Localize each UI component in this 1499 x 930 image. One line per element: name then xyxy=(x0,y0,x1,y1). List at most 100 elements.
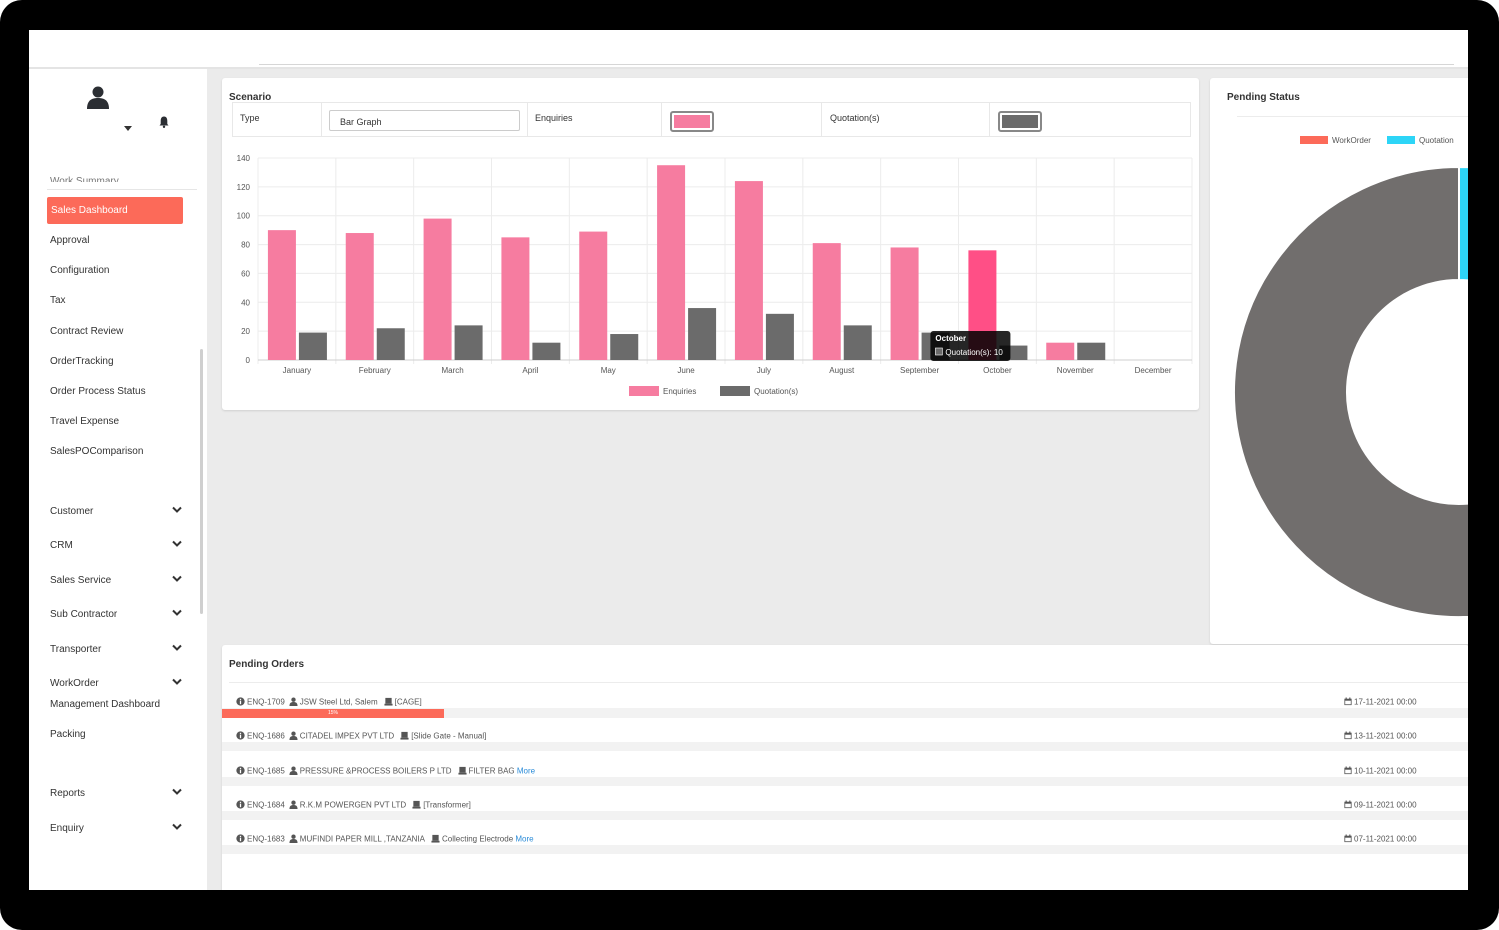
chevron-down-icon xyxy=(172,609,182,616)
x-tick-label: June xyxy=(677,366,695,375)
info-icon xyxy=(236,697,245,708)
chart-tooltip-title: October xyxy=(935,334,966,343)
sidebar: Work Summary Sales Dashboard Approval Co… xyxy=(29,69,207,890)
info-icon xyxy=(236,834,245,845)
quotation-color-picker[interactable] xyxy=(998,111,1042,132)
sidebar-item-contract-review[interactable]: Contract Review xyxy=(50,326,124,337)
order-id[interactable]: ENQ-1685 xyxy=(247,766,285,776)
info-icon xyxy=(236,765,245,777)
sidebar-group-reports[interactable]: Reports xyxy=(50,788,182,799)
order-date-text: 10-11-2021 00:00 xyxy=(1354,766,1417,776)
sidebar-item-salespocomparison[interactable]: SalesPOComparison xyxy=(50,446,144,457)
sidebar-divider xyxy=(47,189,197,190)
user-avatar-icon[interactable] xyxy=(86,85,110,109)
x-tick-label: August xyxy=(829,366,855,375)
app-screen: Work Summary Sales Dashboard Approval Co… xyxy=(29,30,1468,890)
sidebar-group-sub-contractor[interactable]: Sub Contractor xyxy=(50,609,182,620)
order-item: FILTER BAG xyxy=(468,766,515,776)
calendar-icon xyxy=(1344,800,1352,811)
x-tick-label: April xyxy=(522,366,538,375)
x-tick-label: January xyxy=(283,366,311,375)
sidebar-item-tax[interactable]: Tax xyxy=(50,295,66,306)
top-bar xyxy=(29,30,1468,68)
order-row[interactable]: ENQ-1709 JSW Steel Ltd, Salem [CAGE] xyxy=(236,697,422,708)
order-row[interactable]: ENQ-1686 CITADEL IMPEX PVT LTD [Slide Gate… xyxy=(236,731,486,742)
bar-enquiries-august xyxy=(812,243,841,360)
info-icon xyxy=(236,800,245,811)
user-icon xyxy=(289,697,298,708)
legend-swatch xyxy=(720,386,750,396)
sidebar-item-packing[interactable]: Packing xyxy=(50,729,86,740)
x-tick-label: May xyxy=(601,366,616,375)
user-icon xyxy=(289,731,298,742)
chevron-down-icon xyxy=(172,506,182,513)
user-menu-caret-icon[interactable] xyxy=(124,126,132,131)
sidebar-item-approval[interactable]: Approval xyxy=(50,235,90,246)
order-date: 09-11-2021 00:00 xyxy=(1344,800,1417,811)
order-id[interactable]: ENQ-1686 xyxy=(247,731,285,741)
sidebar-group-customer[interactable]: Customer xyxy=(50,506,182,517)
notification-bell-icon[interactable] xyxy=(159,116,169,128)
order-date-text: 17-11-2021 00:00 xyxy=(1354,697,1417,707)
sidebar-group-workorder[interactable]: WorkOrder xyxy=(50,678,182,689)
order-progress-label: 15% xyxy=(327,710,338,716)
chevron-down-icon xyxy=(172,788,182,795)
user-icon xyxy=(289,834,298,845)
sidebar-item-management-dashboard[interactable]: Management Dashboard xyxy=(50,699,161,710)
sidebar-group-enquiry[interactable]: Enquiry xyxy=(50,823,182,834)
order-date: 10-11-2021 00:00 xyxy=(1344,766,1417,777)
sidebar-group-label: Enquiry xyxy=(50,823,84,834)
sidebar-item-travel-expense[interactable]: Travel Expense xyxy=(50,416,120,427)
x-tick-label: December xyxy=(1135,366,1172,375)
sidebar-item-order-process-status[interactable]: Order Process Status xyxy=(50,386,146,397)
pending-orders-divider xyxy=(229,682,1468,683)
scenario-controls xyxy=(232,102,1191,137)
bar-enquiries-november xyxy=(1046,342,1075,360)
sidebar-group-crm[interactable]: CRM xyxy=(50,540,182,551)
sidebar-item-work-summary[interactable]: Work Summary xyxy=(50,176,119,182)
sidebar-group-transporter[interactable]: Transporter xyxy=(50,644,182,655)
order-row[interactable]: ENQ-1683 MUFINDI PAPER MILL ,TANZANIA Coll… xyxy=(236,834,534,845)
sidebar-group-sales-service[interactable]: Sales Service xyxy=(50,575,182,586)
chart-tooltip xyxy=(930,331,1011,361)
order-row[interactable]: ENQ-1685 PRESSURE &PROCESS BOILERS P LTD F… xyxy=(236,765,536,777)
order-item: Collecting Electrode xyxy=(442,834,514,844)
bar-quotations-april xyxy=(532,342,561,360)
order-customer: JSW Steel Ltd, Salem xyxy=(299,697,378,707)
order-date: 17-11-2021 00:00 xyxy=(1344,697,1417,708)
more-link[interactable]: More xyxy=(514,766,536,776)
pending-orders-title: Pending Orders xyxy=(229,659,305,670)
type-value-cell xyxy=(321,103,528,136)
top-bar-divider xyxy=(259,64,1454,65)
order-id[interactable]: ENQ-1683 xyxy=(247,834,285,844)
order-progress-fill: 15% xyxy=(222,709,444,718)
order-customer: MUFINDI PAPER MILL ,TANZANIA xyxy=(299,834,425,844)
sidebar-group-label: Customer xyxy=(50,506,94,517)
order-item: [Transformer] xyxy=(423,800,471,810)
sidebar-group-label: Transporter xyxy=(50,644,102,655)
x-tick-label: November xyxy=(1057,366,1094,375)
order-date-text: 09-11-2021 00:00 xyxy=(1354,800,1417,810)
calendar-icon xyxy=(1344,766,1352,777)
enquiries-color-picker[interactable] xyxy=(670,111,714,132)
quotation-label: Quotation(s) xyxy=(830,113,880,123)
order-customer: CITADEL IMPEX PVT LTD xyxy=(299,731,395,741)
sidebar-item-ordertracking[interactable]: OrderTracking xyxy=(50,356,114,367)
sidebar-scrollbar[interactable] xyxy=(200,349,203,614)
pending-orders-panel: Pending Orders ENQ-1709 JSW Steel Ltd, Sa… xyxy=(222,645,1468,890)
order-id[interactable]: ENQ-1684 xyxy=(247,800,285,810)
sidebar-item-configuration[interactable]: Configuration xyxy=(50,265,110,276)
bar-enquiries-february xyxy=(345,233,374,360)
bar-chart: 0 20 40 60 80 100 120 140 January February March Ap… xyxy=(237,154,1193,396)
bar-enquiries-april xyxy=(501,237,530,360)
item-icon xyxy=(457,766,467,777)
type-select[interactable]: Bar Graph xyxy=(329,110,520,131)
scenario-panel: Scenario Type Bar Graph Enquiries Quotat… xyxy=(222,78,1199,410)
order-row[interactable]: ENQ-1684 R.K.M POWERGEN PVT LTD [Transform… xyxy=(236,800,471,811)
order-id[interactable]: ENQ-1709 xyxy=(247,697,285,707)
sidebar-item-sales-dashboard[interactable]: Sales Dashboard xyxy=(47,197,183,224)
bar-quotations-july xyxy=(765,313,794,360)
more-link[interactable]: More xyxy=(513,834,534,844)
x-tick-label: July xyxy=(757,366,771,375)
header-separator xyxy=(29,67,1468,69)
